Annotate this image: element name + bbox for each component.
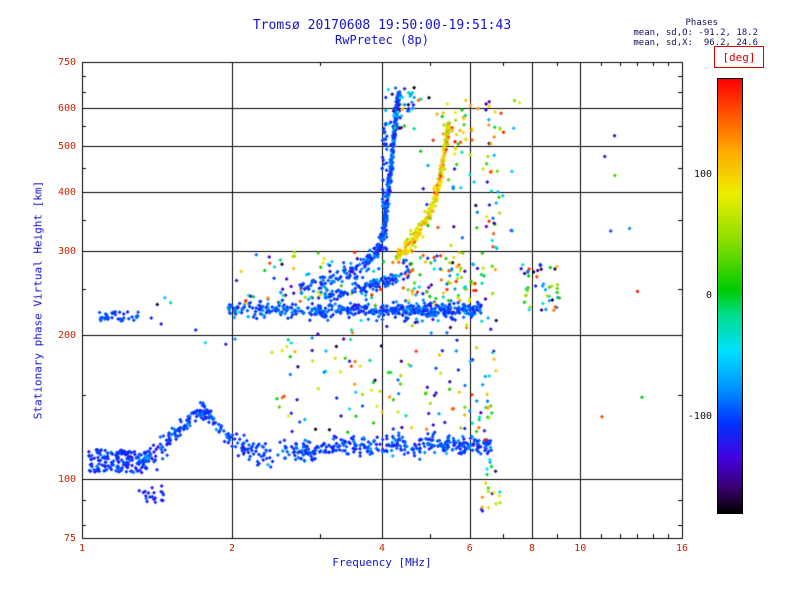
- colorbar: [717, 78, 743, 514]
- chart-subtitle: RwPretec (8p): [335, 33, 429, 47]
- chart-title: Tromsø 20170608 19:50:00-19:51:43: [252, 18, 512, 33]
- phase-stats-line-x: mean, sd,X: 96.2, 24.6: [633, 38, 758, 48]
- phase-stats-header: Phases: [685, 18, 718, 28]
- colorbar-units-label: [deg]: [714, 46, 764, 68]
- phase-stats-line-o: mean, sd,O: -91.2, 18.2: [633, 28, 758, 38]
- phase-stats: Phases mean, sd,O: -91.2, 18.2 mean, sd,…: [598, 18, 758, 48]
- y-axis-label: Stationary phase Virtual Height [km]: [31, 180, 45, 420]
- x-axis-label: Frequency [MHz]: [332, 556, 432, 569]
